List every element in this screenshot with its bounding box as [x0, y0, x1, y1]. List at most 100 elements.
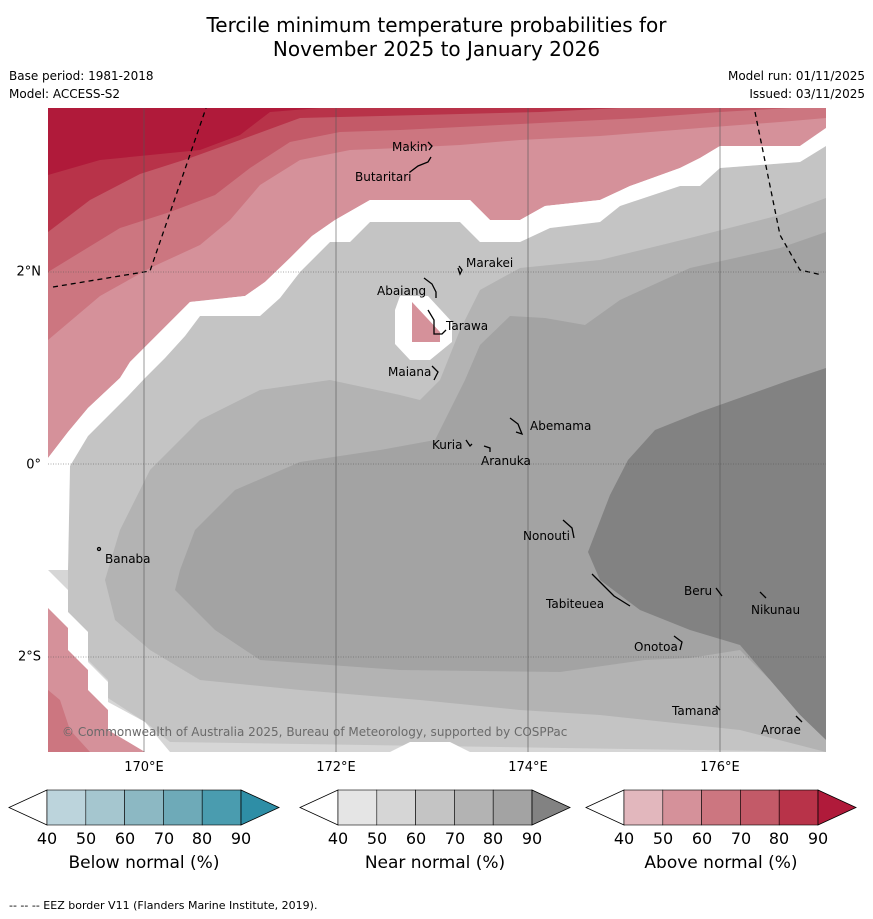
lon-label-174: 174°E — [508, 760, 548, 775]
copyright-text: © Commonwealth of Australia 2025, Bureau… — [62, 725, 567, 739]
butaritari-island — [409, 156, 432, 173]
below-tick: 60 — [114, 829, 136, 848]
above-segment — [701, 789, 741, 826]
colorbar-near-label: Near normal (%) — [364, 853, 506, 873]
above-segment — [662, 789, 702, 826]
near-tick: 40 — [327, 829, 349, 848]
near-segment — [492, 789, 533, 826]
tarawa-island — [427, 309, 447, 335]
label-nonouti: Nonouti — [523, 529, 570, 543]
title-line-1: Tercile minimum temperature probabilitie… — [206, 13, 667, 37]
white-band-bottom — [390, 742, 470, 752]
onotoa-island — [673, 635, 683, 651]
lat-label-2n: 2°N — [16, 264, 42, 280]
base-period: Base period: 1981-2018 — [9, 69, 154, 83]
above-60-region-south — [48, 690, 90, 752]
near-tick: 60 — [405, 829, 427, 848]
below-segment — [46, 789, 87, 826]
near-segment — [454, 789, 494, 826]
lon-label-172: 172°E — [316, 760, 356, 775]
meta-right: Model run: 01/11/2025 Issued: 03/11/2025 — [728, 67, 865, 103]
colorbar-below-label: Below normal (%) — [68, 853, 220, 873]
model-run: Model run: 01/11/2025 — [727, 69, 865, 83]
below-tick: 70 — [153, 829, 175, 848]
label-marakei: Marakei — [466, 256, 513, 270]
eez-border-east — [754, 111, 823, 276]
near-extend-high — [531, 789, 571, 826]
below-segment — [85, 789, 125, 826]
label-abemama: Abemama — [530, 419, 591, 433]
tamana-island — [715, 705, 721, 711]
nonouti-island — [562, 519, 575, 539]
label-tamana: Tamana — [671, 704, 719, 718]
below-segment — [163, 789, 203, 826]
white-gap-north — [48, 128, 826, 570]
label-tabiteuea: Tabiteuea — [545, 597, 604, 611]
lon-label-170: 170°E — [124, 760, 164, 775]
above-segment — [623, 789, 664, 826]
title-line-2: November 2025 to January 2026 — [272, 37, 601, 61]
above-extend-low — [585, 789, 625, 826]
label-nikunau: Nikunau — [751, 603, 800, 617]
near-tick: 90 — [521, 829, 543, 848]
near-tick: 50 — [366, 829, 388, 848]
below-tick: 90 — [230, 829, 252, 848]
near-segment — [376, 789, 416, 826]
above-segment — [740, 789, 780, 826]
lon-label-176: 176°E — [700, 760, 740, 775]
above-extend-high — [817, 789, 857, 826]
above-tick: 90 — [807, 829, 829, 848]
label-aranuka: Aranuka — [481, 454, 531, 468]
maiana-island — [431, 365, 439, 381]
colorbar-below — [8, 789, 280, 826]
abemama-island — [509, 417, 524, 436]
near-extend-low — [299, 789, 339, 826]
above-tick: 50 — [652, 829, 674, 848]
makin-island — [427, 141, 433, 151]
label-arorae: Arorae — [761, 723, 801, 737]
below-tick: 40 — [36, 829, 58, 848]
below-tick: 50 — [75, 829, 97, 848]
abaiang-island — [423, 277, 437, 298]
meta-left: Base period: 1981-2018 Model: ACCESS-S2 — [9, 67, 154, 103]
arorae-island — [795, 715, 803, 723]
below-segment — [124, 789, 164, 826]
below-extend-low — [8, 789, 48, 826]
label-abaiang: Abaiang — [377, 284, 426, 298]
graticule — [48, 108, 826, 752]
issued-date: Issued: 03/11/2025 — [749, 87, 865, 101]
label-tarawa: Tarawa — [445, 319, 488, 333]
above-tick: 70 — [730, 829, 752, 848]
map-title: Tercile minimum temperature probabilitie… — [0, 13, 873, 61]
lat-label-2s: 2°S — [17, 649, 41, 665]
nikunau-island — [759, 591, 767, 599]
above-tick: 60 — [691, 829, 713, 848]
above-50-region-south — [48, 608, 145, 752]
below-tick: 80 — [191, 829, 213, 848]
label-onotoa: Onotoa — [634, 640, 678, 654]
below-extend-high — [240, 789, 280, 826]
label-butaritari: Butaritari — [355, 170, 412, 184]
model-name: Model: ACCESS-S2 — [9, 87, 121, 101]
above-90-region — [48, 108, 320, 175]
label-maiana: Maiana — [388, 365, 431, 379]
colorbar-above-label: Above normal (%) — [644, 853, 798, 873]
kuria-island — [465, 439, 473, 448]
above-tick: 40 — [613, 829, 635, 848]
label-makin: Makin — [392, 140, 428, 154]
label-banaba: Banaba — [105, 552, 151, 566]
near-segment — [337, 789, 378, 826]
aranuka-island — [483, 445, 491, 452]
near-tick: 70 — [444, 829, 466, 848]
colorbar-above — [585, 789, 857, 826]
banaba-island — [96, 546, 102, 552]
label-beru: Beru — [684, 584, 712, 598]
tabiteuea-island — [591, 573, 631, 607]
label-kuria: Kuria — [432, 438, 463, 452]
above-70-region — [48, 108, 790, 272]
tarawa-above-pocket — [412, 302, 440, 342]
near-tick: 80 — [482, 829, 504, 848]
above-tick: 80 — [768, 829, 790, 848]
above-segment — [778, 789, 819, 826]
